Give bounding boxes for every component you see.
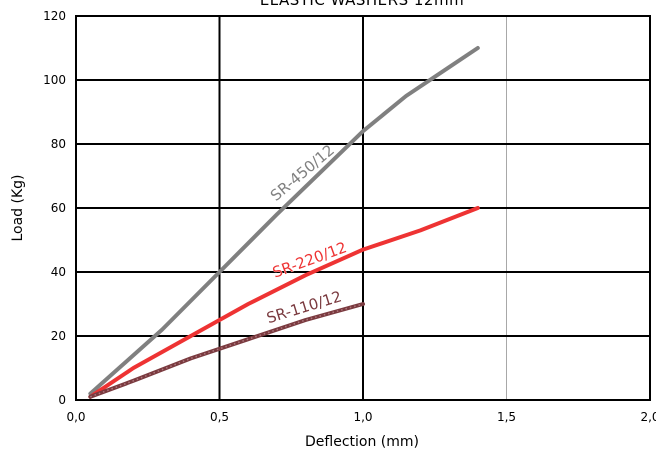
series-line-texture (90, 303, 364, 398)
chart-title: ELASTIC WASHERS 12mm (260, 0, 464, 9)
y-tick-label: 120 (43, 9, 66, 23)
y-tick-label: 100 (43, 73, 66, 87)
y-axis-label: Load (Kg) (10, 174, 26, 241)
x-axis-label: Deflection (mm) (305, 434, 419, 450)
series-line-1 (88, 46, 480, 396)
series-line-2 (88, 206, 480, 399)
y-tick-label: 80 (51, 137, 66, 151)
y-tick-label: 60 (51, 201, 66, 215)
y-tick-label: 20 (51, 329, 66, 343)
tick-layer: 0,0 0,5 1,0 1,5 2,0 0 20 40 60 80 100 120 (43, 9, 656, 424)
grid (76, 16, 650, 400)
x-tick-label: 1,5 (497, 410, 516, 424)
series-label-1: SR-450/12 (267, 141, 338, 205)
x-tick-label: 1,0 (353, 410, 372, 424)
x-tick-label: 0,5 (210, 410, 229, 424)
plot-area-border (75, 15, 651, 401)
y-tick-label: 0 (58, 393, 66, 407)
x-tick-label: 0,0 (66, 410, 85, 424)
x-tick-label: 2,0 (640, 410, 656, 424)
series-layer (88, 46, 480, 399)
y-tick-label: 40 (51, 265, 66, 279)
